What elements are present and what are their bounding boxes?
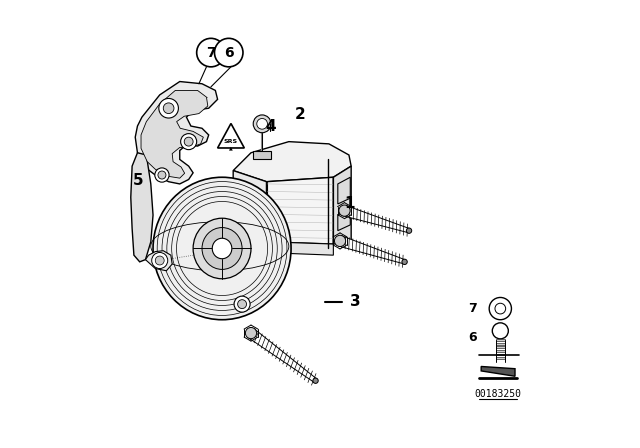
Polygon shape: [233, 235, 333, 255]
Polygon shape: [233, 142, 351, 182]
Text: 5: 5: [133, 173, 143, 188]
Circle shape: [184, 137, 193, 146]
Circle shape: [158, 171, 166, 179]
Text: 6: 6: [468, 331, 477, 344]
Circle shape: [406, 228, 412, 233]
Circle shape: [489, 297, 511, 320]
Text: 3: 3: [350, 294, 361, 310]
Polygon shape: [481, 366, 515, 376]
Text: 7: 7: [206, 46, 216, 60]
Polygon shape: [131, 153, 153, 262]
Circle shape: [237, 300, 246, 309]
Circle shape: [257, 118, 268, 129]
Circle shape: [234, 296, 250, 312]
Ellipse shape: [193, 218, 251, 279]
Text: 1: 1: [344, 197, 355, 211]
Circle shape: [313, 378, 318, 383]
Circle shape: [214, 39, 243, 67]
Bar: [496, 343, 505, 345]
Polygon shape: [141, 90, 208, 178]
Circle shape: [159, 99, 179, 118]
Text: 2: 2: [294, 108, 305, 122]
Bar: [496, 350, 505, 352]
Polygon shape: [267, 177, 333, 244]
Circle shape: [495, 303, 506, 314]
Circle shape: [156, 256, 164, 265]
Ellipse shape: [212, 238, 232, 259]
Polygon shape: [338, 208, 350, 231]
Polygon shape: [248, 329, 317, 383]
Polygon shape: [333, 166, 351, 244]
Bar: [496, 353, 505, 355]
Text: 4: 4: [265, 119, 275, 134]
Ellipse shape: [153, 177, 291, 320]
Circle shape: [402, 259, 407, 264]
Text: ▲: ▲: [229, 145, 233, 150]
Polygon shape: [218, 124, 244, 148]
Circle shape: [335, 235, 346, 246]
Polygon shape: [145, 251, 172, 271]
Polygon shape: [343, 206, 410, 233]
Text: 00183250: 00183250: [475, 389, 522, 399]
Circle shape: [253, 115, 271, 133]
Circle shape: [152, 253, 168, 268]
Text: 6: 6: [224, 46, 234, 60]
Polygon shape: [135, 82, 218, 184]
Polygon shape: [233, 171, 267, 242]
Ellipse shape: [202, 228, 242, 269]
Circle shape: [180, 134, 196, 150]
Polygon shape: [339, 236, 405, 264]
Bar: [496, 339, 505, 341]
Circle shape: [163, 103, 174, 114]
Bar: [496, 346, 505, 348]
Circle shape: [245, 327, 257, 339]
Bar: [496, 357, 505, 359]
Bar: [253, 151, 271, 159]
Text: SRS: SRS: [224, 139, 238, 144]
Circle shape: [196, 39, 225, 67]
Circle shape: [492, 323, 508, 339]
Polygon shape: [338, 177, 350, 204]
Circle shape: [155, 168, 169, 182]
Text: 7: 7: [468, 302, 477, 315]
Circle shape: [339, 205, 350, 216]
